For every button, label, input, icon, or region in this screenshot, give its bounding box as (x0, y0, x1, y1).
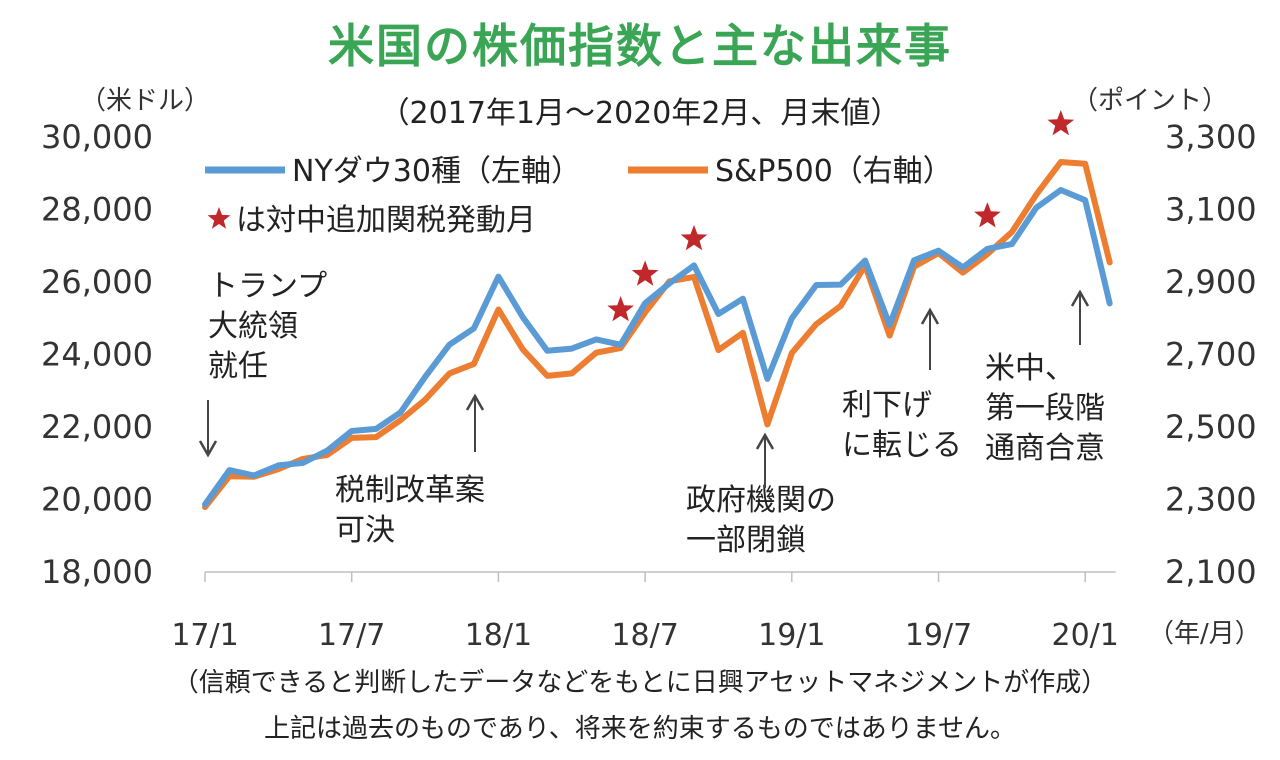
right-y-tick-label: 2,300 (1165, 481, 1257, 519)
legend-sp500-label: S&P500（右軸） (715, 154, 953, 189)
legend-star-note: は対中追加関税発動月 (236, 203, 536, 238)
right-axis-unit: （ポイント） (1072, 86, 1229, 116)
annotation-arrow-head (198, 440, 218, 458)
left-y-tick-label: 30,000 (41, 118, 153, 156)
right-y-tick-label: 3,300 (1165, 118, 1257, 156)
disclaimer-note: 上記は過去のものであり、将来を約束するものではありません。 (264, 714, 1016, 744)
annotation-text: 税制改革案 (335, 473, 485, 508)
annotation-arrow-head (1070, 289, 1090, 307)
annotation-text: 一部閉鎖 (686, 523, 806, 558)
dow-series-line (202, 187, 1113, 508)
tariff-star-icon (974, 202, 1001, 228)
left-y-tick-label: 22,000 (41, 408, 153, 446)
tariff-star-icon (607, 296, 634, 322)
x-tick-label: 19/7 (905, 618, 972, 653)
annotation-arrow-head (920, 307, 940, 325)
right-y-tick-label: 2,900 (1165, 263, 1257, 301)
left-y-tick-label: 26,000 (41, 263, 153, 301)
legend-dow-label: NYダウ30種（左軸） (292, 154, 581, 189)
annotation-text: 第一段階 (985, 391, 1105, 426)
annotation-arrow-head (465, 393, 485, 411)
source-note: （信頼できると判断したデータなどをもとに日興アセットマネジメントが作成） (172, 668, 1108, 698)
left-y-tick-label: 18,000 (41, 553, 153, 591)
legend-star-icon (207, 207, 231, 229)
annotation-arrow-head (755, 432, 775, 450)
annotation-text: 通商合意 (985, 431, 1105, 466)
chart-title: 米国の株価指数と主な出来事 (328, 19, 952, 73)
right-y-tick-label: 3,100 (1165, 191, 1257, 229)
tariff-star-icon (1047, 110, 1075, 136)
annotation-text: 可決 (335, 513, 395, 548)
annotation-text: 米中、 (985, 351, 1075, 386)
x-tick-label: 17/7 (318, 618, 385, 653)
annotation-text: トランプ (208, 269, 327, 304)
left-y-tick-label: 24,000 (41, 336, 153, 374)
x-tick-label: 18/7 (611, 618, 678, 653)
left-axis-unit: （米ドル） (80, 86, 211, 116)
left-y-tick-label: 28,000 (41, 191, 153, 229)
annotation-text: に転じる (842, 428, 962, 463)
x-tick-label: 17/1 (171, 618, 238, 653)
right-y-tick-label: 2,100 (1165, 553, 1257, 591)
annotation-text: 就任 (208, 349, 268, 384)
tariff-star-icon (680, 224, 708, 251)
left-y-tick-label: 20,000 (41, 481, 153, 519)
annotation-text: 利下げ (842, 388, 932, 423)
x-tick-label: 19/1 (758, 618, 825, 653)
annotation-text: 大統領 (208, 309, 298, 344)
x-axis-unit: （年/月） (1148, 619, 1261, 649)
tariff-star-icon (631, 260, 659, 286)
annotation-text: 政府機関の (686, 483, 836, 518)
right-y-tick-label: 2,500 (1165, 408, 1257, 446)
chart-subtitle: （2017年1月～2020年2月、月末値） (379, 96, 901, 131)
right-y-tick-label: 2,700 (1165, 336, 1257, 374)
x-tick-label: 18/1 (465, 618, 532, 653)
x-tick-label: 20/1 (1052, 618, 1119, 653)
